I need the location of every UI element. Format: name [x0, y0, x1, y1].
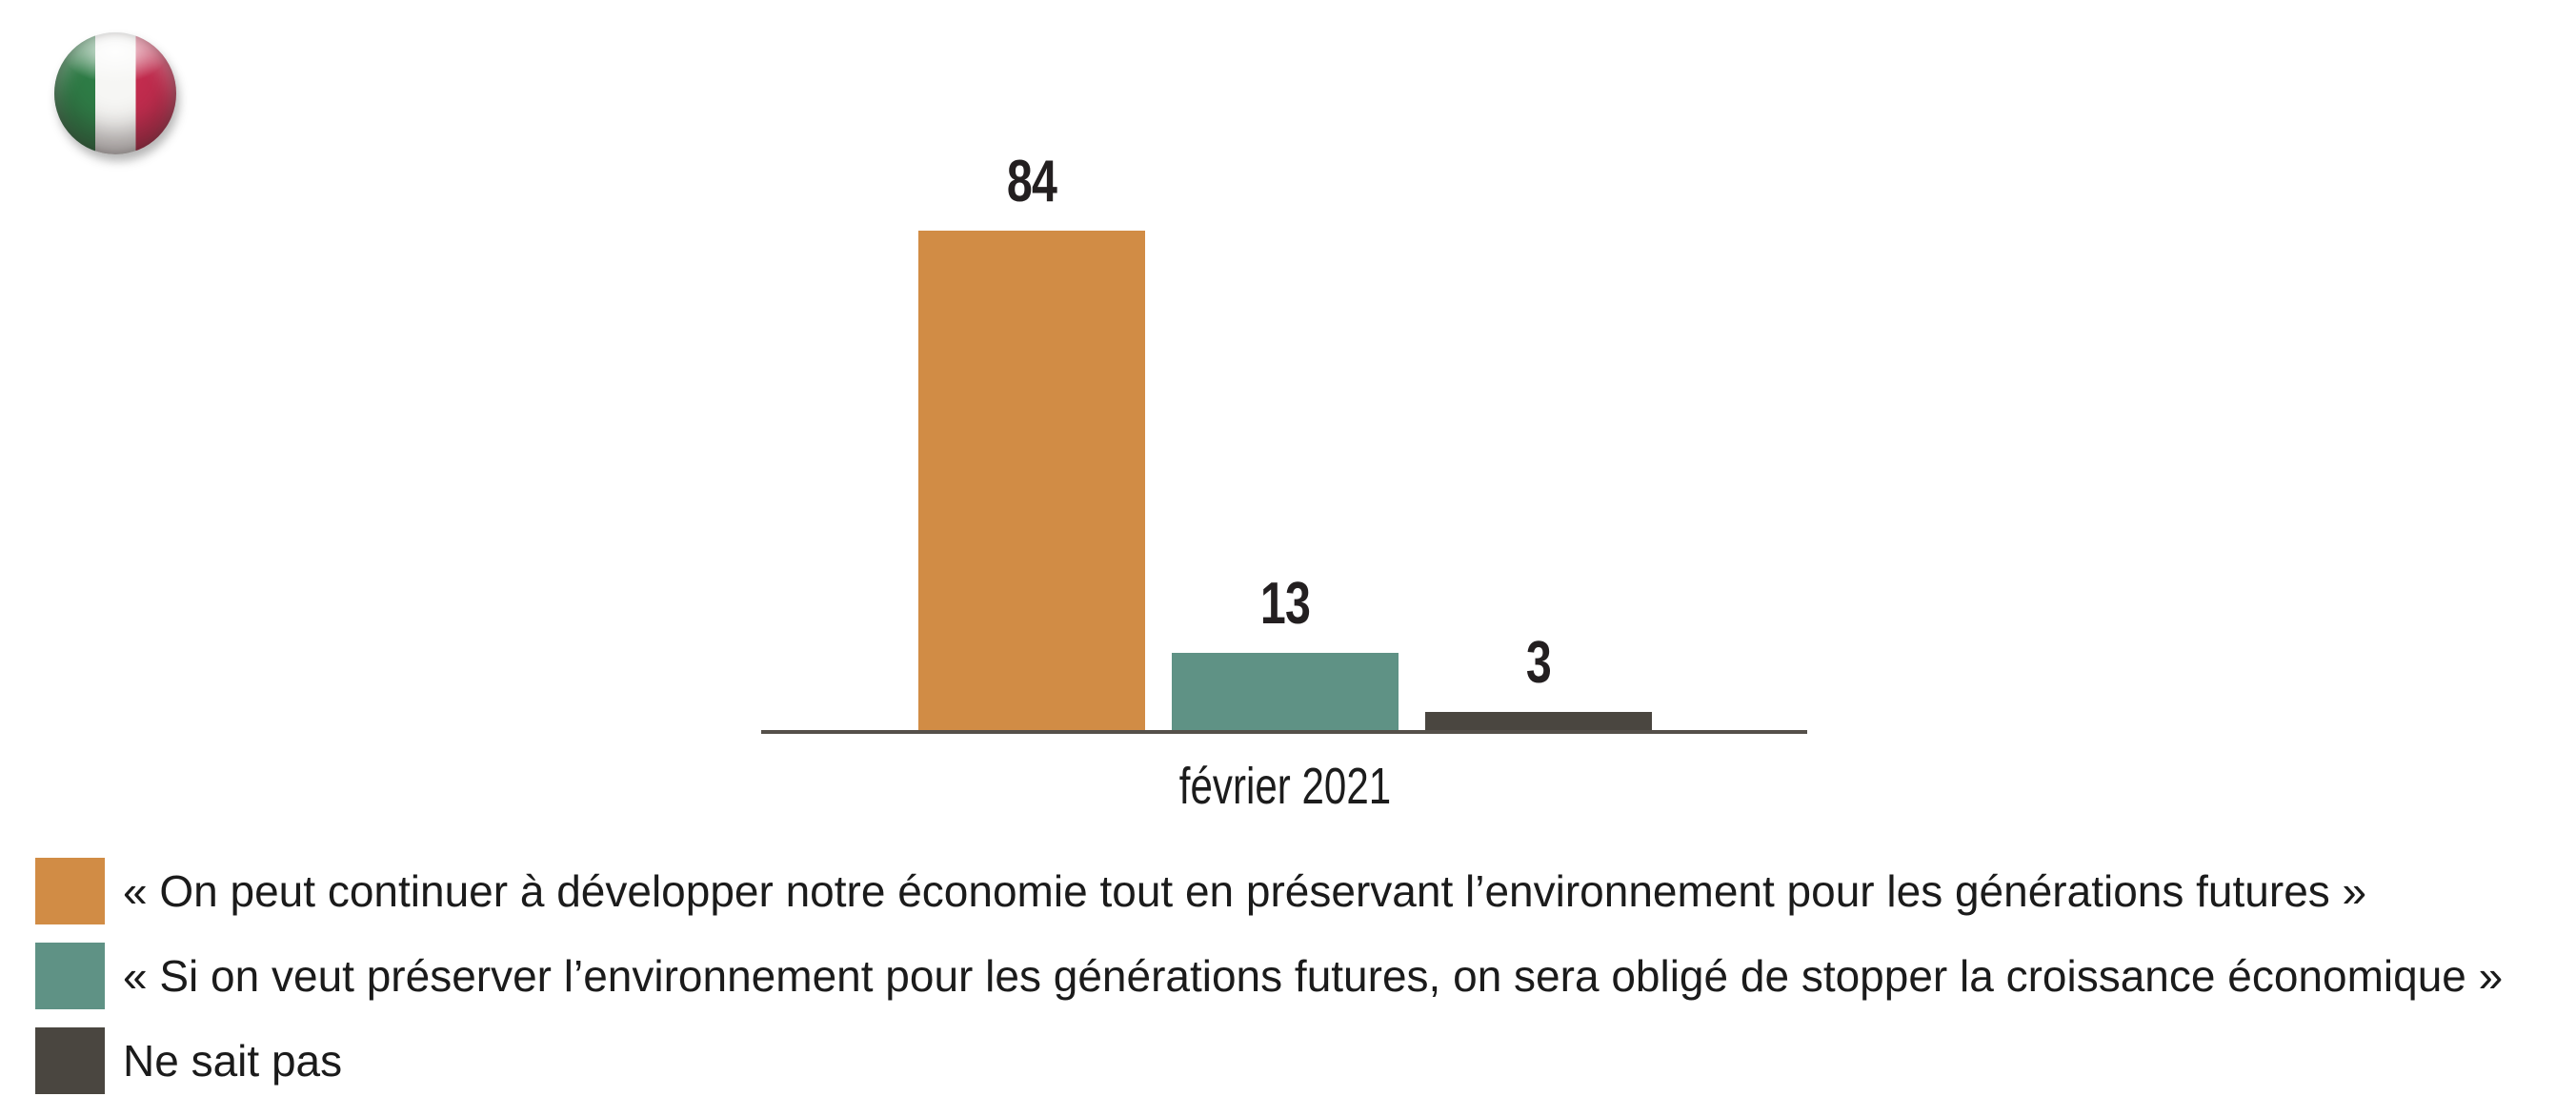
bar-value-label: 3: [1525, 630, 1552, 696]
bar-group: 3: [1425, 0, 1652, 730]
bar-group: 84: [918, 0, 1145, 730]
bar: [918, 231, 1145, 730]
bar-group: 13: [1172, 0, 1399, 730]
bars: 84 13 3: [918, 0, 1652, 730]
legend-swatch: [35, 943, 105, 1009]
legend-item: « Si on veut préserver l’environnement p…: [35, 943, 2503, 1009]
flag-gloss-highlight: [54, 32, 176, 154]
legend-swatch: [35, 1027, 105, 1094]
legend-label: « On peut continuer à développer notre é…: [123, 866, 2367, 916]
bar: [1172, 653, 1399, 730]
bar: [1425, 712, 1652, 730]
legend-label: « Si on veut préserver l’environnement p…: [123, 951, 2504, 1001]
x-axis-label: février 2021: [1178, 758, 1392, 815]
bar-value-label: 84: [1006, 149, 1057, 214]
legend-item: « On peut continuer à développer notre é…: [35, 858, 2503, 924]
x-axis-line: [761, 730, 1807, 734]
bar-value-label: 13: [1259, 571, 1311, 637]
legend-label: Ne sait pas: [123, 1036, 343, 1086]
legend: « On peut continuer à développer notre é…: [35, 858, 2503, 1112]
italy-flag-icon: [54, 32, 176, 154]
legend-swatch: [35, 858, 105, 924]
legend-item: Ne sait pas: [35, 1027, 2503, 1094]
